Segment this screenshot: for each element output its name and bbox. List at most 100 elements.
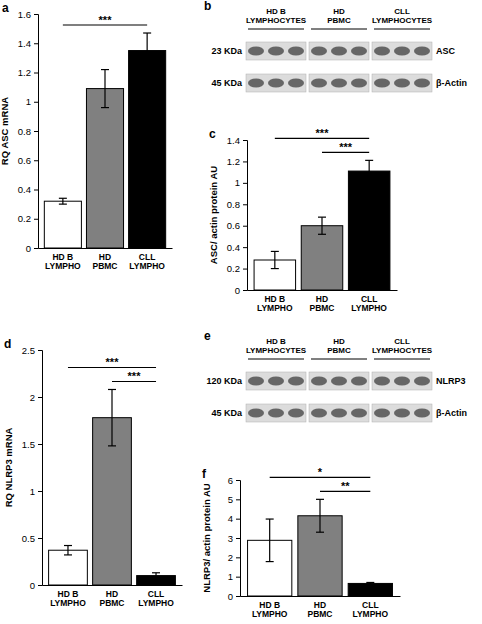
error-cap bbox=[266, 518, 274, 519]
tick: 1.6 bbox=[18, 9, 38, 20]
tick-label: 0.5 bbox=[22, 533, 35, 544]
tick: 0.6 bbox=[18, 155, 38, 166]
tick-mark bbox=[243, 290, 247, 291]
tick-label: 6 bbox=[228, 475, 233, 486]
tick-label-line: LYMPHO bbox=[129, 261, 165, 271]
tick: 2 bbox=[30, 392, 42, 403]
tick-label-line: PBMC bbox=[99, 598, 124, 608]
error-line bbox=[62, 198, 63, 204]
blot-band bbox=[374, 409, 390, 418]
blot-band bbox=[288, 47, 304, 56]
axis-title: ASC/ actin protein AU bbox=[208, 166, 219, 264]
group-label-line: HD bbox=[333, 7, 345, 16]
tick-mark bbox=[34, 14, 38, 15]
blot-band bbox=[248, 409, 264, 418]
group-underline bbox=[374, 359, 430, 360]
tick: 1 bbox=[228, 571, 240, 582]
error-bar bbox=[101, 70, 109, 108]
tick: 0.8 bbox=[227, 199, 247, 210]
error-cap bbox=[59, 198, 67, 199]
tick: HDPBMC bbox=[307, 596, 332, 619]
blot-background bbox=[246, 42, 306, 60]
tick: 1 bbox=[235, 177, 247, 188]
tick-label: 0.8 bbox=[18, 126, 31, 137]
tick: 0 bbox=[26, 243, 38, 254]
group-label-line: HD B bbox=[266, 7, 286, 16]
blot-band bbox=[394, 79, 410, 88]
tick-label-line: LYMPHO bbox=[45, 261, 81, 271]
tick-mark bbox=[38, 350, 42, 351]
tick: 6 bbox=[228, 475, 240, 486]
blot-background bbox=[246, 74, 306, 92]
group-underline bbox=[311, 29, 367, 30]
tick-label: 0.2 bbox=[18, 213, 31, 224]
group-underline bbox=[374, 29, 430, 30]
tick-mark bbox=[236, 480, 240, 481]
tick-mark bbox=[243, 204, 247, 205]
error-bar bbox=[59, 198, 67, 204]
tick: 1.4 bbox=[227, 135, 247, 146]
group-label-line: HD B bbox=[266, 337, 286, 346]
blot-background bbox=[372, 42, 432, 60]
protein-label: β-Actin bbox=[436, 78, 467, 88]
tick-label: 2 bbox=[30, 392, 35, 403]
tick: 1.5 bbox=[22, 439, 42, 450]
tick-label: 4 bbox=[228, 513, 233, 524]
error-bar bbox=[316, 499, 324, 532]
tick-label-line: LYMPHO bbox=[257, 303, 293, 313]
blot-band bbox=[288, 79, 304, 88]
bar bbox=[301, 226, 343, 290]
tick-mark bbox=[34, 160, 38, 161]
error-cap bbox=[59, 204, 67, 205]
bar bbox=[86, 89, 123, 248]
significance-label: *** bbox=[128, 370, 142, 382]
group-label-line: PBMC bbox=[327, 346, 351, 355]
tick-mark bbox=[236, 557, 240, 558]
tick: 1.4 bbox=[18, 38, 38, 49]
tick-label: 1.4 bbox=[18, 38, 31, 49]
error-line bbox=[104, 70, 105, 108]
tick: 0.4 bbox=[18, 184, 38, 195]
significance-label: * bbox=[318, 466, 323, 478]
tick-label-line: LYMPHO bbox=[252, 609, 288, 619]
tick-label: HD BLYMPHO bbox=[257, 294, 293, 313]
tick-mark bbox=[34, 248, 38, 249]
protein-label: ASC bbox=[436, 46, 456, 56]
tick-mark bbox=[243, 140, 247, 141]
blot-band bbox=[414, 47, 430, 56]
tick: 0 bbox=[235, 285, 247, 296]
group-label: HDPBMC bbox=[327, 337, 351, 355]
blot-background bbox=[309, 372, 369, 390]
error-bar bbox=[366, 582, 374, 584]
bar bbox=[49, 550, 88, 585]
tick-label: 1 bbox=[30, 486, 35, 497]
tick: HD BLYMPHO bbox=[45, 248, 81, 271]
tick-label: 0.2 bbox=[227, 263, 240, 274]
blot-background bbox=[246, 372, 306, 390]
plot-area bbox=[254, 160, 390, 290]
blot-background bbox=[372, 74, 432, 92]
axis-line bbox=[39, 248, 173, 249]
blot-band bbox=[394, 377, 410, 386]
group-label-line: CLL bbox=[394, 7, 410, 16]
axis-line bbox=[248, 290, 398, 291]
protein-label: β-Actin bbox=[436, 408, 467, 418]
tick: 1.2 bbox=[18, 67, 38, 78]
axis-line bbox=[34, 15, 39, 249]
tick-mark bbox=[243, 269, 247, 270]
panel-letter: f bbox=[202, 467, 207, 481]
error-cap bbox=[64, 554, 72, 555]
error-cap bbox=[316, 532, 324, 533]
tick-mark bbox=[34, 219, 38, 220]
tick: 0.6 bbox=[227, 220, 247, 231]
blot-band bbox=[374, 47, 390, 56]
group-label-line: LYMPHOCYTES bbox=[372, 346, 433, 355]
tick: 0.2 bbox=[18, 213, 38, 224]
blot-band bbox=[268, 47, 284, 56]
significance-label: *** bbox=[316, 127, 330, 139]
error-cap bbox=[143, 32, 151, 33]
significance-label: *** bbox=[106, 356, 120, 368]
error-line bbox=[369, 160, 370, 181]
error-bar bbox=[271, 251, 279, 268]
error-cap bbox=[152, 572, 160, 573]
